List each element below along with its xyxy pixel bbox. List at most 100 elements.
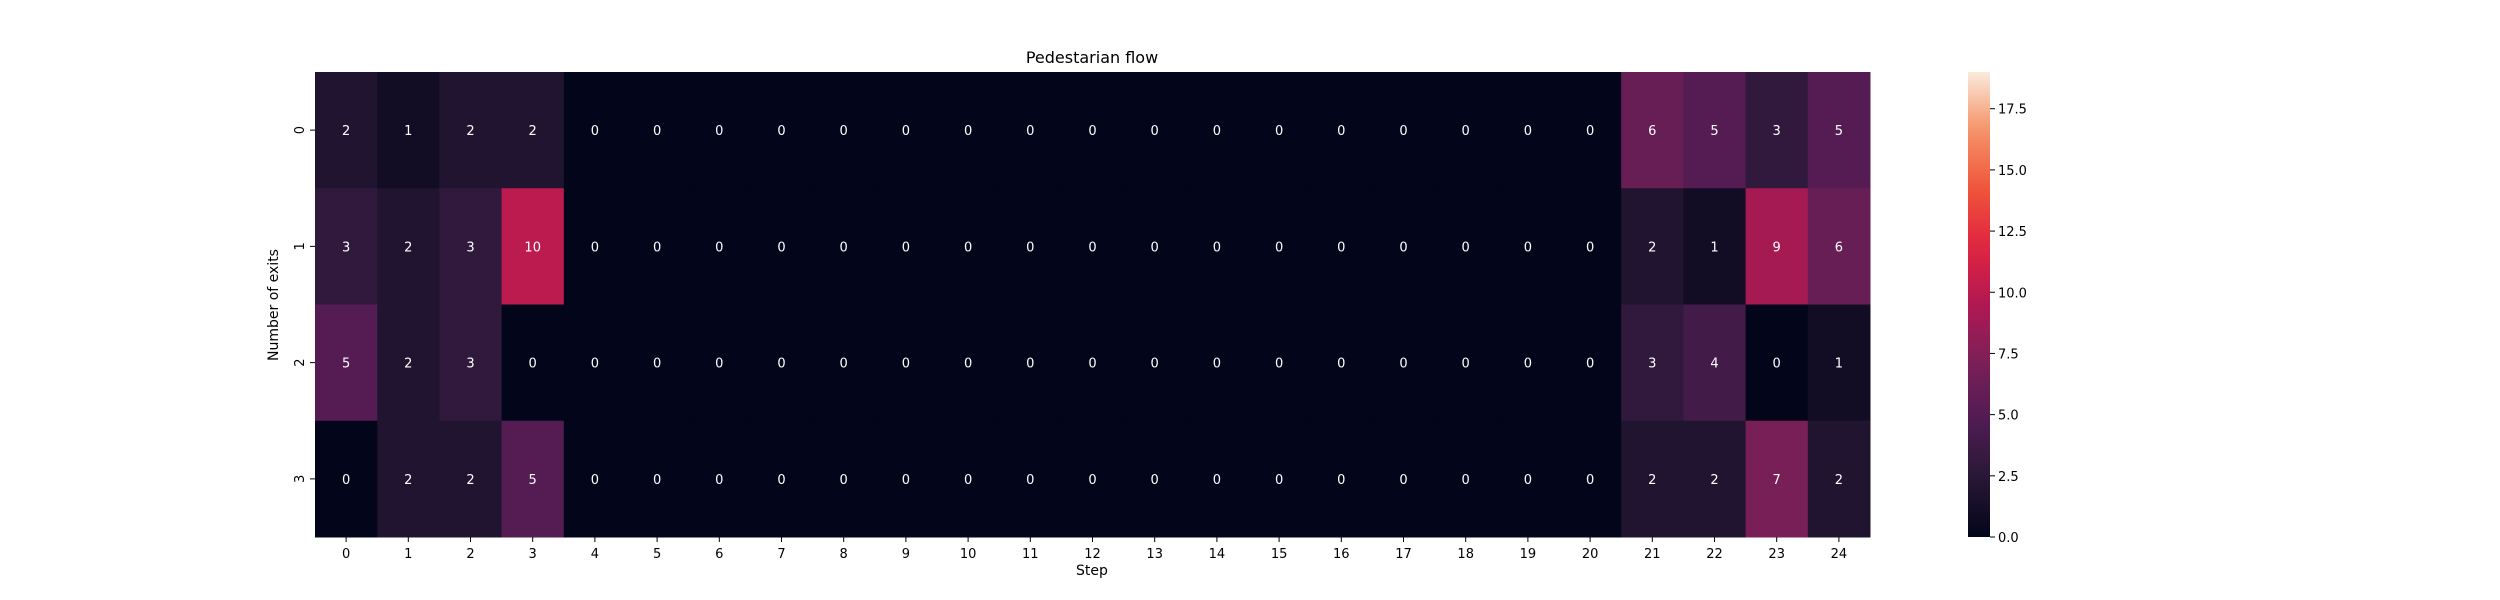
cell-value-label: 0	[591, 473, 599, 488]
heatmap-cell	[439, 188, 503, 305]
cell-value-label: 0	[964, 240, 972, 255]
x-tick-label: 12	[1084, 547, 1101, 562]
cell-value-label: 5	[1835, 124, 1843, 139]
heatmap-cell	[1621, 188, 1684, 305]
cell-value-label: 0	[1399, 240, 1407, 255]
cell-value-label: 0	[591, 357, 599, 372]
cell-value-label: 0	[591, 124, 599, 139]
heatmap-cell	[750, 188, 814, 305]
heatmap-cell	[1496, 304, 1560, 422]
cell-value-label: 0	[777, 240, 785, 255]
heatmap-cell	[1434, 304, 1498, 422]
heatmap-cell	[1434, 188, 1498, 305]
cell-value-label: 0	[653, 473, 661, 488]
cell-value-label: 2	[466, 473, 474, 488]
cell-value-label: 0	[1586, 473, 1594, 488]
cell-value-label: 2	[466, 124, 474, 139]
cell-value-label: 0	[1586, 124, 1594, 139]
y-tick-label: 2	[293, 358, 308, 366]
cell-value-label: 0	[715, 357, 723, 372]
x-tick-label: 19	[1520, 547, 1537, 562]
cell-value-label: 0	[1773, 357, 1781, 372]
heatmap-cell	[1185, 72, 1249, 189]
cell-value-label: 0	[1213, 240, 1221, 255]
cell-value-label: 0	[1151, 124, 1159, 139]
cell-value-label: 3	[466, 357, 474, 372]
heatmap-cell	[1248, 304, 1311, 422]
heatmap-cells	[315, 72, 1871, 538]
heatmap-cell	[315, 188, 378, 305]
cell-value-label: 0	[1088, 124, 1096, 139]
heatmap-cell	[1434, 420, 1498, 538]
x-tick-label: 15	[1271, 547, 1288, 562]
x-tick-label: 24	[1831, 547, 1848, 562]
heatmap-cell	[999, 304, 1062, 422]
x-tick-label: 6	[715, 547, 723, 562]
cell-value-label: 3	[1773, 124, 1781, 139]
heatmap-cell	[688, 420, 751, 538]
cell-value-label: 0	[1275, 473, 1283, 488]
heatmap-cell	[439, 304, 503, 422]
cell-value-label: 0	[1026, 240, 1034, 255]
heatmap-cell	[1683, 72, 1747, 189]
cell-value-label: 5	[529, 473, 537, 488]
cell-value-label: 2	[1710, 473, 1718, 488]
heatmap-cell	[1372, 420, 1436, 538]
heatmap-cell	[750, 420, 814, 538]
cell-value-label: 0	[840, 357, 848, 372]
heatmap-cell	[501, 420, 565, 538]
heatmap-cell	[688, 304, 751, 422]
colorbar-tick-label: 0.0	[1998, 531, 2019, 546]
cell-value-label: 0	[715, 124, 723, 139]
heatmap-cell	[1061, 72, 1125, 189]
heatmap-cell	[377, 72, 440, 189]
x-tick-label: 13	[1146, 547, 1163, 562]
cell-value-label: 2	[404, 357, 412, 372]
heatmap-cell	[1372, 72, 1436, 189]
cell-value-label: 3	[342, 240, 350, 255]
cell-value-label: 1	[404, 124, 412, 139]
cell-value-label: 0	[1213, 124, 1221, 139]
heatmap-cell	[377, 304, 440, 422]
cell-value-label: 0	[1462, 124, 1470, 139]
heatmap-cell	[1559, 188, 1622, 305]
heatmap-cell	[1683, 420, 1747, 538]
heatmap-cell	[377, 188, 440, 305]
heatmap-cell	[1807, 420, 1871, 538]
cell-value-label: 0	[1213, 357, 1221, 372]
heatmap-cell	[315, 72, 378, 189]
heatmap-cell	[1123, 188, 1187, 305]
cell-value-label: 0	[1026, 473, 1034, 488]
heatmap-cell	[1496, 188, 1560, 305]
x-tick-label: 3	[529, 547, 537, 562]
heatmap-cell	[1248, 188, 1311, 305]
heatmap-cell	[750, 72, 814, 189]
cell-value-label: 0	[777, 357, 785, 372]
cell-value-label: 0	[1337, 124, 1345, 139]
cell-value-label: 2	[529, 124, 537, 139]
x-tick-label: 17	[1395, 547, 1412, 562]
heatmap-cell	[439, 420, 503, 538]
x-tick-label: 23	[1768, 547, 1785, 562]
cell-value-label: 0	[653, 240, 661, 255]
cell-value-label: 0	[529, 357, 537, 372]
colorbar-tick-label: 12.5	[1998, 225, 2027, 240]
x-tick-label: 8	[840, 547, 848, 562]
x-axis-label: Step	[1076, 563, 1108, 579]
cell-value-label: 0	[1524, 240, 1532, 255]
cell-value-label: 2	[404, 473, 412, 488]
cell-value-label: 0	[715, 473, 723, 488]
cell-value-label: 1	[1710, 240, 1718, 255]
cell-value-label: 4	[1710, 357, 1718, 372]
x-tick-label: 18	[1457, 547, 1474, 562]
y-tick-label: 3	[293, 475, 308, 483]
x-tick-label: 0	[342, 547, 350, 562]
cell-value-label: 0	[1088, 473, 1096, 488]
cell-value-label: 0	[964, 124, 972, 139]
heatmap-cell	[1559, 304, 1622, 422]
x-tick-label: 14	[1209, 547, 1226, 562]
cell-value-label: 0	[840, 240, 848, 255]
y-tick-label: 1	[293, 242, 308, 250]
x-tick-label: 2	[466, 547, 474, 562]
heatmap-cell	[937, 188, 1000, 305]
